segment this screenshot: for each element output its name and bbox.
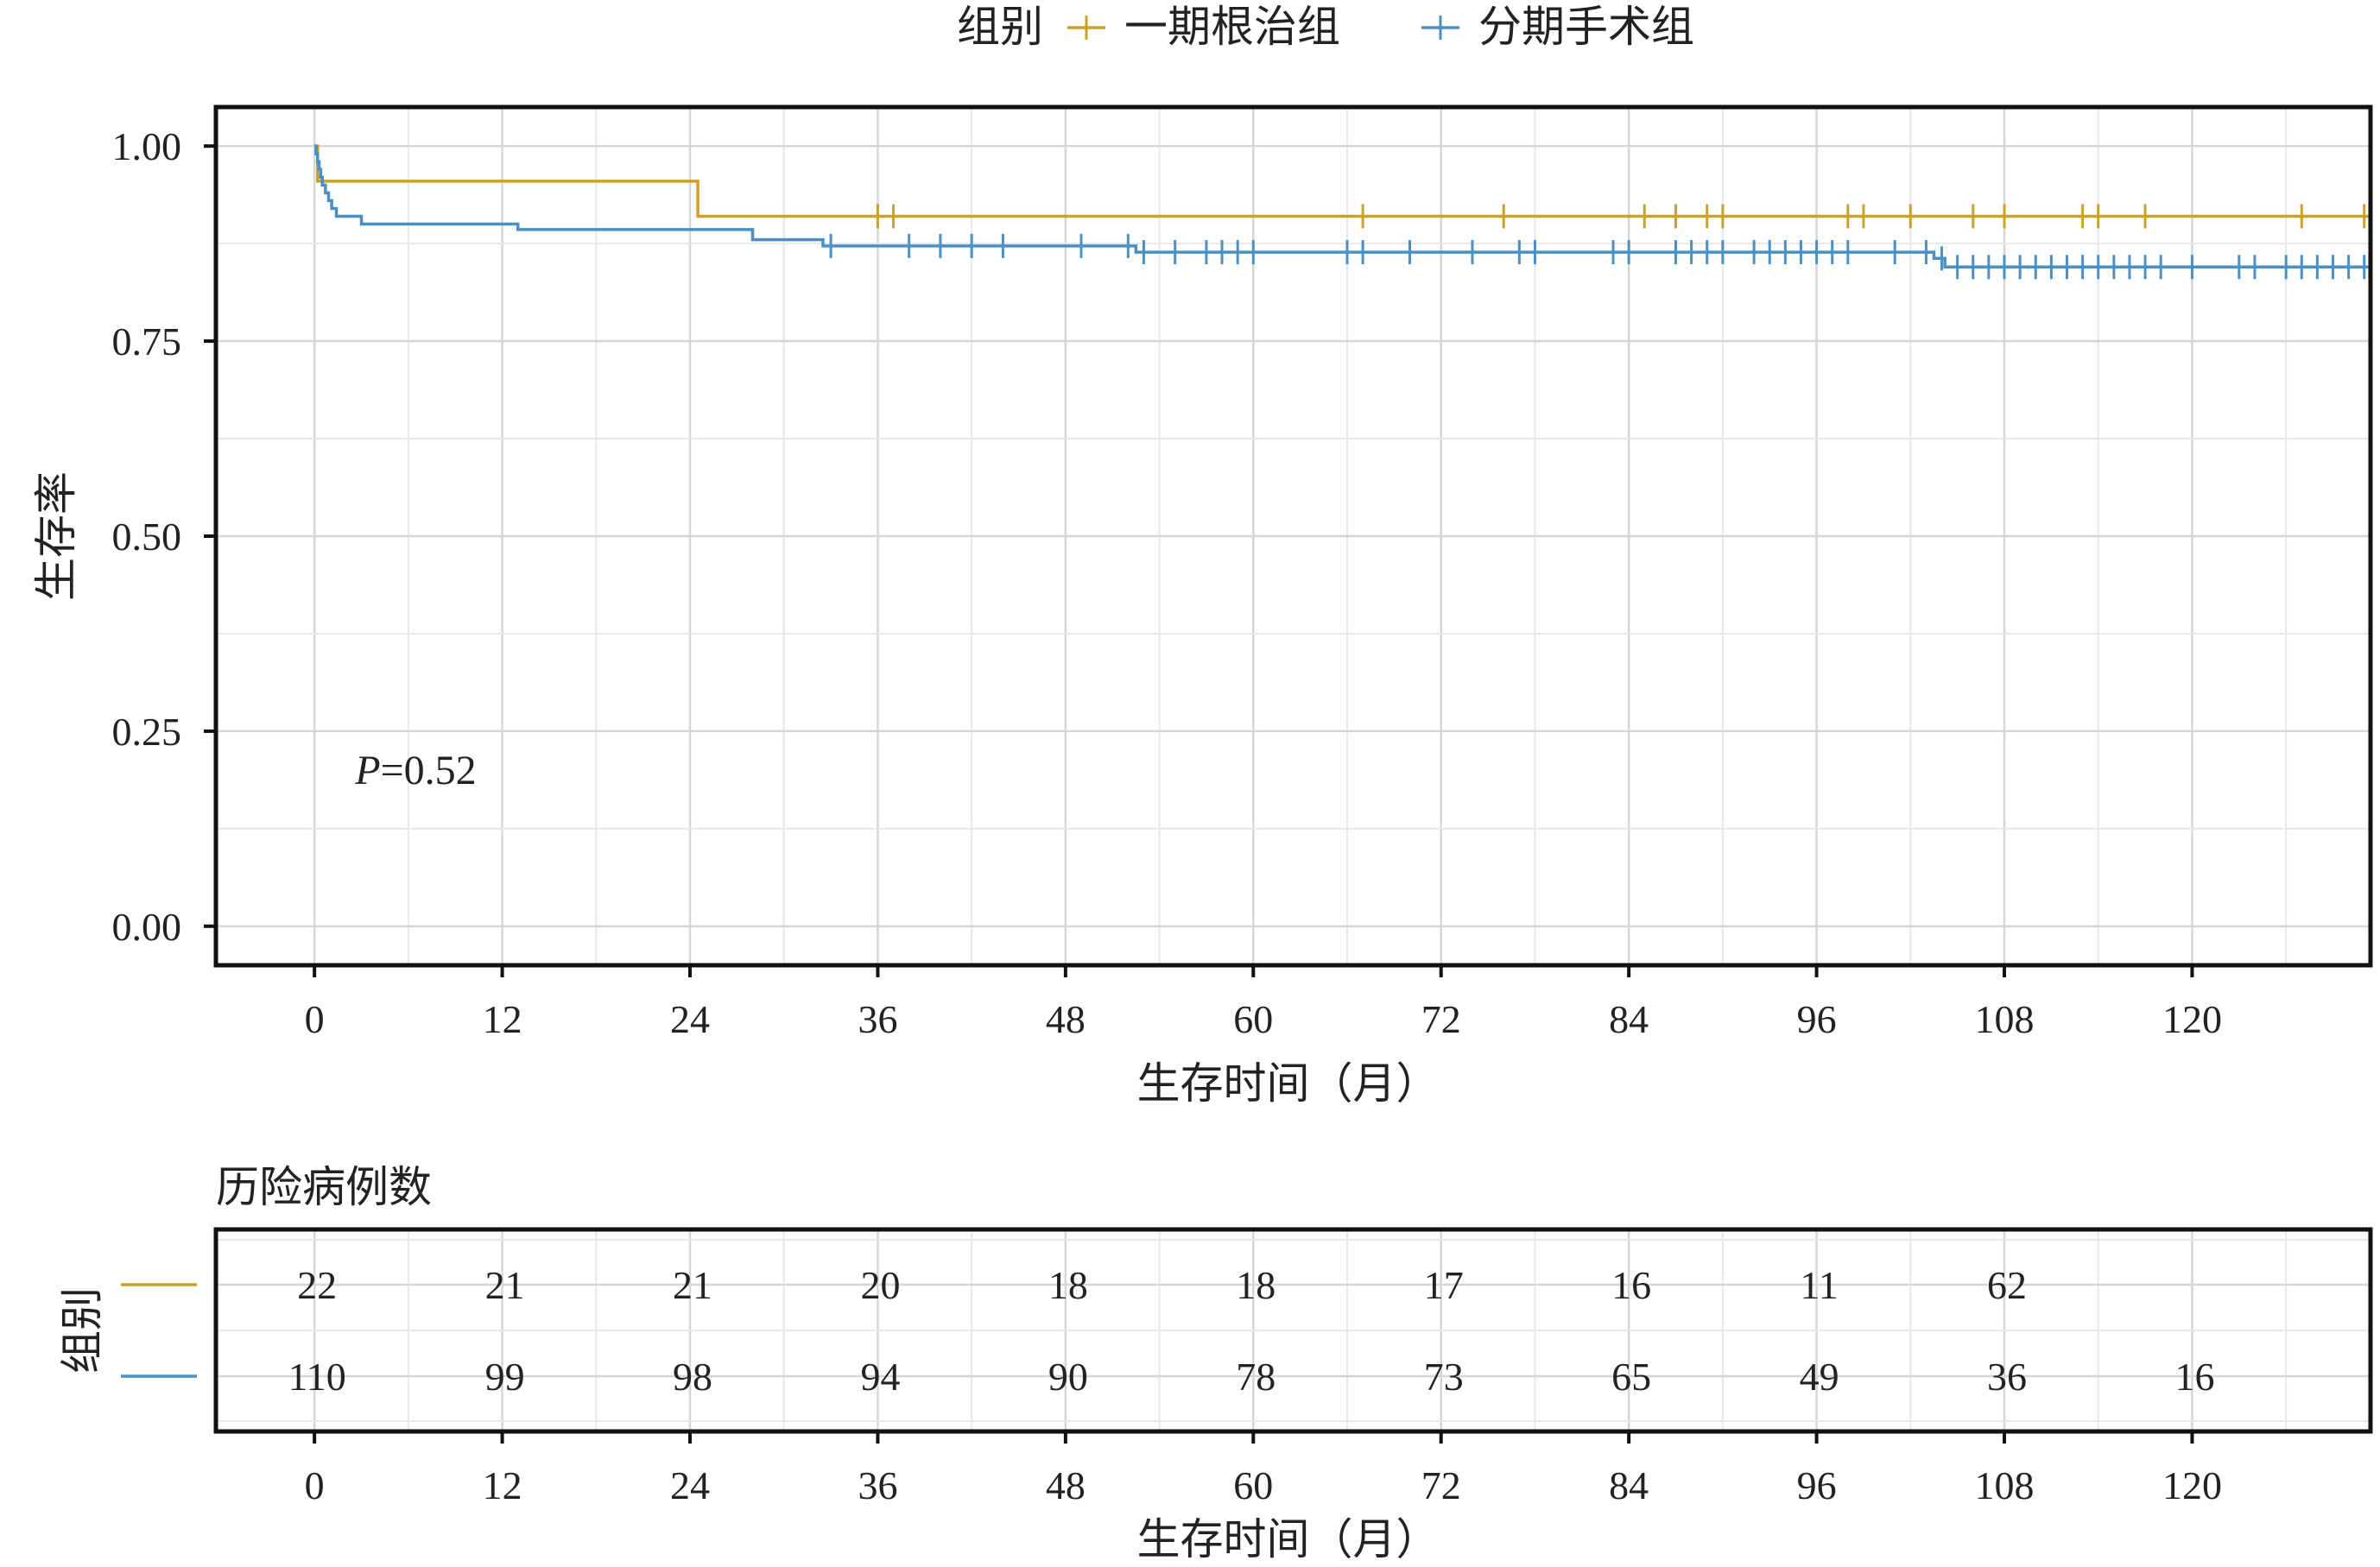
x-tick-label: 12 (483, 997, 522, 1041)
x-tick-label: 48 (1046, 997, 1086, 1041)
x-tick-label: 36 (858, 997, 897, 1041)
risk-count: 99 (485, 1355, 525, 1399)
x-tick-label: 72 (1421, 997, 1461, 1041)
risk-x-tick-label: 120 (2162, 1463, 2222, 1507)
risk-count: 73 (1424, 1355, 1464, 1399)
risk-frame (213, 1227, 2373, 1434)
risk-count: 62 (1987, 1263, 2027, 1307)
risk-table-title: 历险病例数 (216, 1162, 432, 1212)
risk-x-tick-label: 84 (1609, 1463, 1649, 1507)
main-plot: 0.00 0.25 0.50 0.75 1.00 0 12 24 36 48 60 72 84 96 10… (112, 104, 2373, 1041)
y-axis-title: 生存率 (31, 471, 81, 601)
x-tick-label: 84 (1609, 997, 1649, 1041)
x-tick-label: 24 (670, 997, 710, 1041)
risk-count: 20 (860, 1263, 900, 1307)
risk-count: 22 (297, 1263, 337, 1307)
main-grid (216, 107, 2371, 965)
x-tick-label: 96 (1797, 997, 1837, 1041)
y-tick-label: 0.50 (112, 515, 182, 559)
series-line-2 (314, 144, 2371, 269)
risk-count: 98 (673, 1355, 712, 1399)
y-axis: 0.00 0.25 0.50 0.75 1.00 (112, 124, 216, 949)
risk-x-tick-label: 108 (1975, 1463, 2035, 1507)
legend-label: 一期根治组 (1124, 2, 1340, 52)
risk-count: 16 (2174, 1355, 2214, 1399)
risk-count: 78 (1236, 1355, 1275, 1399)
risk-x-tick-label: 12 (483, 1463, 522, 1507)
y-tick-label: 0.00 (112, 905, 182, 949)
risk-count: 90 (1048, 1355, 1088, 1399)
legend-title: 组别 (957, 2, 1043, 52)
risk-count: 21 (485, 1263, 525, 1307)
risk-count: 36 (1987, 1355, 2027, 1399)
x-tick-label: 0 (305, 997, 325, 1041)
risk-x-tick-label: 0 (305, 1463, 325, 1507)
risk-table: 历险病例数 22 21 21 20 18 18 17 16 11 62 110 99 98 94 90 78 7… (57, 1162, 2373, 1564)
risk-count: 94 (860, 1355, 900, 1399)
risk-count: 18 (1048, 1263, 1088, 1307)
p-value-label: P (354, 748, 380, 793)
risk-count: 11 (1800, 1263, 1838, 1307)
y-tick-label: 0.25 (112, 710, 182, 754)
risk-x-axis-title: 生存时间（月） (1137, 1514, 1440, 1564)
risk-x-tick-label: 24 (670, 1463, 710, 1507)
risk-count: 65 (1611, 1355, 1651, 1399)
risk-cells: 22 21 21 20 18 18 17 16 11 62 110 99 98 94 90 78 73 65 49 3… (288, 1263, 2215, 1399)
p-value-number: =0.52 (381, 748, 477, 793)
x-tick-label: 120 (2162, 997, 2222, 1041)
risk-x-tick-label: 60 (1233, 1463, 1273, 1507)
x-axis: 0 12 24 36 48 60 72 84 96 108 120 (305, 965, 2222, 1041)
legend-label: 分期手术组 (1478, 2, 1694, 52)
risk-x-tick-label: 72 (1421, 1463, 1461, 1507)
series-layer (314, 144, 2371, 280)
x-tick-label: 60 (1233, 997, 1273, 1041)
risk-x-tick-label: 96 (1797, 1463, 1837, 1507)
risk-row-keys (121, 1283, 197, 1378)
risk-count: 16 (1611, 1263, 1651, 1307)
risk-x-axis: 0 12 24 36 48 60 72 84 96 108 120 (305, 1431, 2222, 1507)
risk-grid (216, 1229, 2371, 1431)
risk-count: 21 (673, 1263, 712, 1307)
x-axis-title: 生存时间（月） (1137, 1058, 1440, 1109)
y-tick-label: 1.00 (112, 124, 182, 168)
legend: 组别 一期根治组 分期手术组 (957, 2, 1694, 52)
risk-y-axis-title: 组别 (57, 1287, 107, 1374)
risk-x-tick-label: 36 (858, 1463, 897, 1507)
y-tick-label: 0.75 (112, 319, 182, 363)
risk-x-tick-label: 48 (1046, 1463, 1086, 1507)
x-tick-label: 108 (1975, 997, 2035, 1041)
risk-count: 17 (1424, 1263, 1464, 1307)
risk-count: 110 (288, 1355, 346, 1399)
p-value-annotation: P=0.52 (354, 748, 476, 793)
risk-count: 49 (1800, 1355, 1839, 1399)
risk-count: 18 (1236, 1263, 1275, 1307)
